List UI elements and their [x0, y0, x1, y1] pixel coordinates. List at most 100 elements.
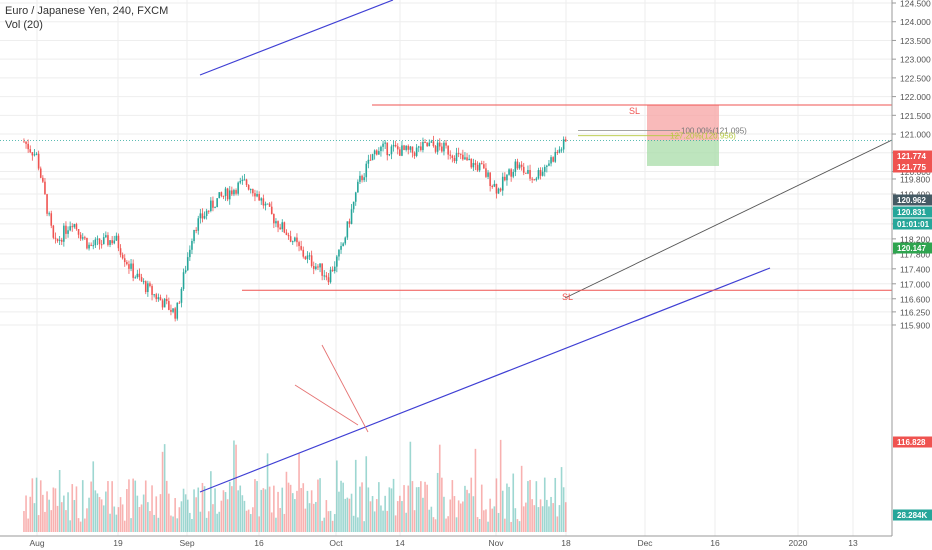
candle-body [388, 154, 391, 156]
volume-bar [449, 499, 452, 532]
candle-body [37, 153, 40, 169]
volume-bar [260, 489, 263, 532]
candle-body [195, 229, 197, 231]
candle-body [319, 263, 321, 268]
volume-bar [543, 477, 546, 532]
x-tick-label: Aug [29, 538, 44, 548]
candle-body [451, 155, 454, 159]
stop-loss-zone [647, 105, 719, 141]
volume-bar [420, 481, 422, 532]
volume-bar [44, 511, 46, 532]
candle-body [405, 145, 407, 150]
price-tag-text-stop-loss-lower: 116.828 [897, 438, 926, 447]
volume-bar [197, 487, 200, 532]
candle-body [170, 309, 172, 312]
candle-body [304, 256, 307, 260]
candle-body [529, 169, 531, 179]
volume-bar [235, 444, 237, 532]
volume-bar [350, 493, 353, 532]
candle-body [98, 238, 101, 245]
volume-bar [403, 485, 405, 532]
candle-body [365, 163, 368, 178]
volume-bar [472, 496, 475, 532]
candle-body [323, 275, 326, 277]
candle-body [340, 245, 342, 250]
volume-bar [336, 460, 338, 532]
volume-bar [165, 480, 168, 532]
price-tag-text-volume: 28.284K [897, 511, 927, 520]
volume-bar [218, 511, 221, 532]
candle-body [245, 179, 248, 185]
volume-bar [470, 477, 473, 532]
volume-bar [291, 493, 294, 532]
volume-bar [401, 501, 403, 532]
volume-bar [172, 516, 174, 532]
candle-body [420, 146, 422, 151]
candle-body [375, 150, 378, 155]
candle-body [258, 194, 260, 201]
volume-bar [390, 488, 393, 532]
candlestick-series [23, 135, 567, 322]
volume-bar [39, 480, 42, 532]
volume-bar [294, 499, 296, 532]
candle-body [243, 179, 246, 181]
volume-bar [264, 489, 267, 532]
volume-bar [331, 520, 334, 532]
y-tick-label: 117.800 [900, 249, 930, 259]
x-tick-label: 18 [561, 538, 571, 548]
candle-body [178, 302, 181, 304]
candle-body [203, 215, 206, 219]
price-tag-stop-loss-lower [893, 436, 932, 448]
candle-body [233, 190, 235, 195]
candle-body [107, 235, 109, 245]
volume-bar [174, 498, 176, 532]
candle-body [306, 255, 309, 260]
volume-bar [317, 479, 319, 532]
candle-body [352, 201, 355, 210]
volume-bar [315, 501, 317, 532]
volume-bar [413, 510, 416, 532]
volume-bar [323, 517, 326, 532]
volume-bar [310, 490, 313, 532]
price-tag-current-price [893, 206, 932, 218]
volume-bar [556, 516, 559, 532]
price-tag-sl-zone-top [893, 161, 932, 173]
volume-bar [369, 501, 372, 532]
volume-bar [378, 482, 380, 532]
sl-upper-label: SL [629, 106, 640, 116]
volume-bar [396, 501, 399, 532]
volume-bar [117, 507, 120, 532]
candle-body [312, 266, 315, 269]
price-tag-text-last-close: 120.962 [897, 196, 926, 205]
candle-body [331, 269, 334, 272]
candle-body [512, 171, 515, 177]
candle-body [149, 283, 151, 287]
candle-body [144, 281, 147, 293]
volume-bar [504, 518, 506, 532]
candle-body [315, 266, 317, 269]
price-axis[interactable]: 124.500 124.000 123.500 123.000 122.500 122.0… [891, 0, 931, 536]
volume-bar [399, 495, 401, 532]
volume-bar [170, 515, 172, 532]
time-axis[interactable]: Aug 19 Sep 16 Oct 14 Nov 18 Dec 16 2020 13 [0, 535, 892, 548]
volume-bar [550, 496, 552, 532]
candle-body [147, 283, 149, 293]
candle-body [264, 203, 267, 206]
candle-body [392, 144, 395, 147]
volume-bar [306, 490, 309, 532]
volume-bar [554, 477, 557, 532]
volume-bar [432, 517, 435, 532]
volume-bar [409, 441, 412, 532]
volume-bar [304, 508, 307, 532]
candle-body [277, 221, 279, 228]
candle-body [361, 175, 363, 181]
price-tag-text-take-profit: 120.147 [897, 244, 926, 253]
candle-body [552, 157, 554, 162]
volume-bar [228, 481, 231, 532]
volume-bar [27, 518, 29, 532]
candle-body [165, 298, 168, 302]
y-tick-label: 116.250 [900, 307, 930, 317]
volume-bar [388, 487, 391, 532]
volume-bar [430, 506, 433, 532]
